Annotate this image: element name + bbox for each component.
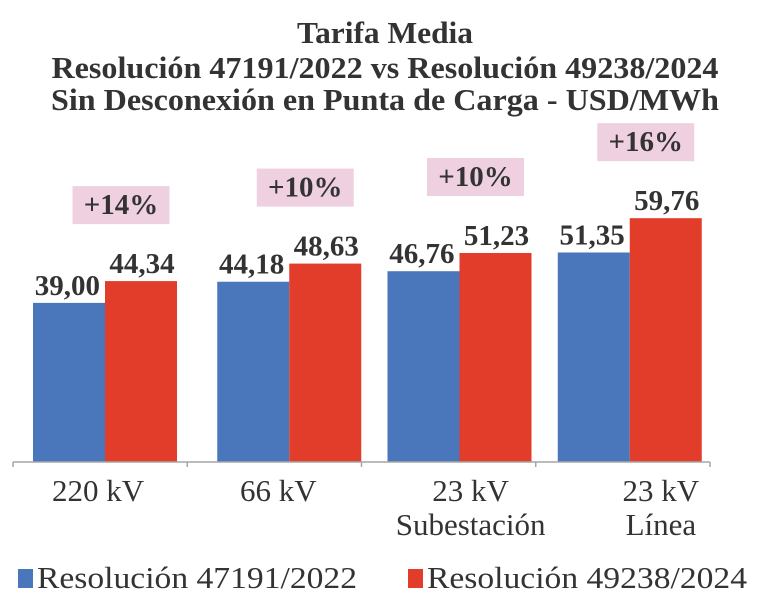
data-label: 39,00 xyxy=(35,270,100,302)
bar-series-2 xyxy=(105,281,177,462)
chart-subtitle: Resolución 47191/2022 vs Resolución 4923… xyxy=(52,50,719,85)
legend: Resolución 47191/2022 Resolución 49238/20… xyxy=(18,560,748,595)
bar-series-1 xyxy=(217,281,290,462)
chart-subtitle-2: Sin Desconexión en Punta de Carga - USD/… xyxy=(51,82,719,117)
data-label: 48,63 xyxy=(294,231,359,263)
bar-series-2 xyxy=(629,218,702,462)
bar-series-2 xyxy=(289,263,362,462)
bar-series-1 xyxy=(557,252,630,462)
change-badge-text: +14% xyxy=(84,189,159,221)
data-label: 51,35 xyxy=(560,219,625,251)
category-label: 220 kV xyxy=(52,473,145,508)
category-label: 66 kV xyxy=(240,473,317,508)
change-badge-text: +16% xyxy=(608,126,683,158)
change-badge xyxy=(72,186,170,225)
legend-label: Resolución 47191/2022 xyxy=(37,560,357,595)
category-label-line2: Subestación xyxy=(396,507,546,542)
change-badge-text: +10% xyxy=(438,161,513,193)
annotations-layer: +14% +10% +10% +16% xyxy=(72,123,695,225)
bar-series-1 xyxy=(33,302,105,462)
category-label-line2: Línea xyxy=(626,507,697,542)
change-badge xyxy=(427,157,524,196)
category-label: 23 kV xyxy=(432,473,509,508)
bar-series-2 xyxy=(459,252,532,462)
x-axis xyxy=(12,461,711,467)
change-badge-text: +10% xyxy=(268,172,343,204)
data-label: 44,18 xyxy=(219,249,284,281)
change-badge xyxy=(597,123,695,162)
legend-swatch xyxy=(408,569,423,588)
legend-swatch xyxy=(18,569,33,588)
bar-series-1 xyxy=(387,271,460,462)
legend-label: Resolución 49238/2024 xyxy=(427,560,748,595)
chart-title: Tarifa Media xyxy=(297,15,473,50)
category-label: 23 kV xyxy=(623,473,700,508)
change-badge xyxy=(256,168,354,207)
data-label: 59,76 xyxy=(634,185,699,217)
data-label: 44,34 xyxy=(109,248,174,280)
bars-layer: 39,00 44,34 44,18 48,63 46,76 51,23 51,35 59,76 xyxy=(33,185,702,462)
data-label: 46,76 xyxy=(389,238,454,270)
data-label: 51,23 xyxy=(464,220,529,252)
